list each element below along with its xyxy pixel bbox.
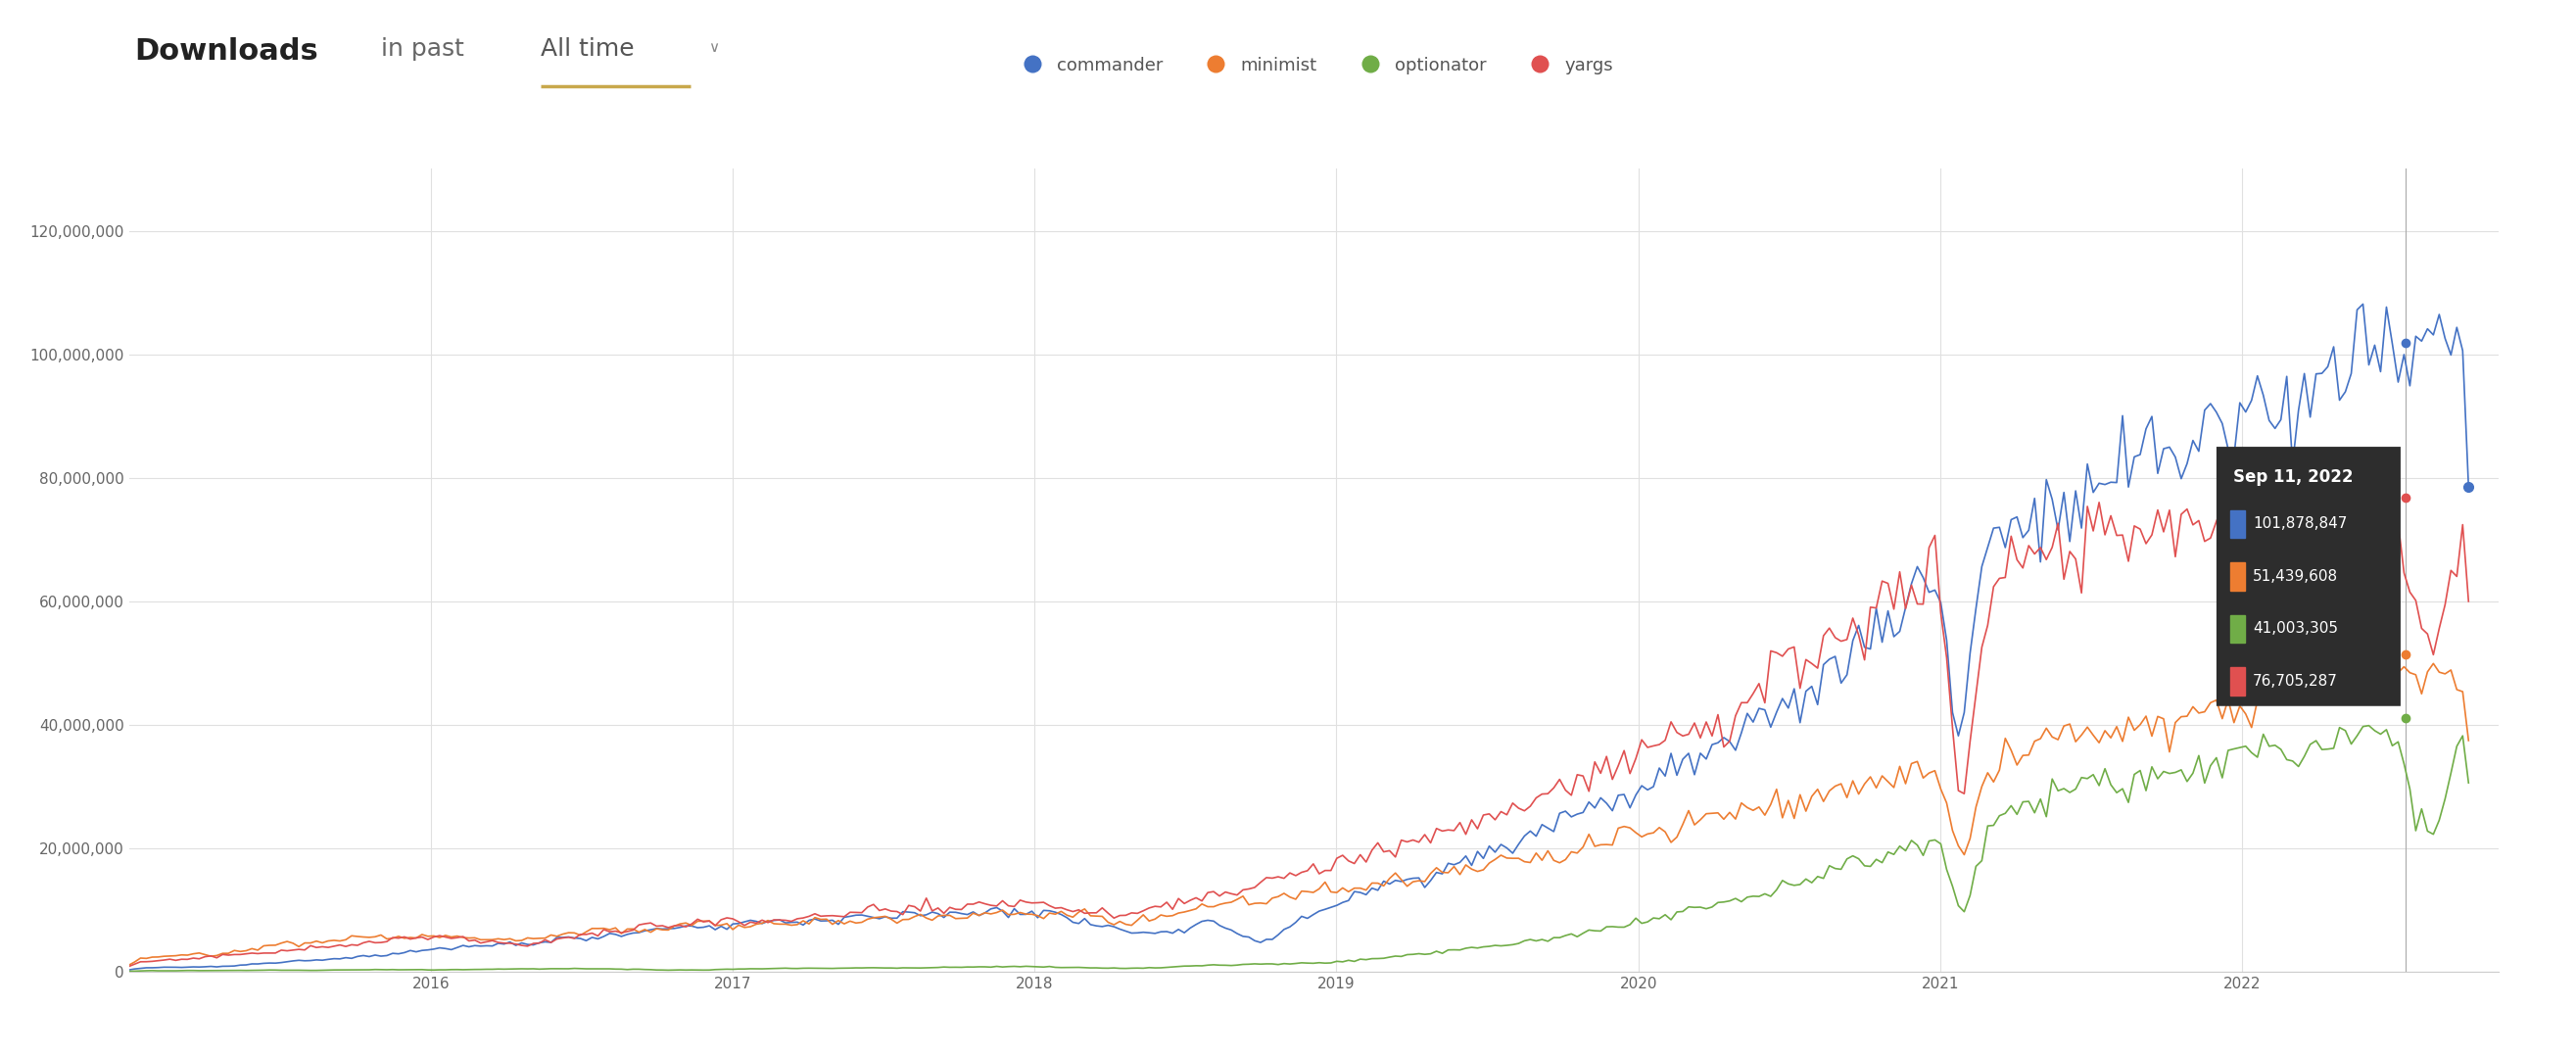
Text: 51,439,608: 51,439,608 [2251, 569, 2339, 584]
Legend: commander, minimist, optionator, yargs: commander, minimist, optionator, yargs [1007, 50, 1620, 81]
Text: Downloads: Downloads [134, 37, 317, 65]
Text: 101,878,847: 101,878,847 [2251, 516, 2347, 531]
Bar [2231, 615, 2246, 643]
Text: in past: in past [381, 37, 464, 60]
Bar [2231, 667, 2246, 695]
Text: All time: All time [541, 37, 634, 60]
Text: Sep 11, 2022: Sep 11, 2022 [2233, 469, 2352, 486]
Text: 76,705,287: 76,705,287 [2251, 674, 2339, 689]
Text: 41,003,305: 41,003,305 [2251, 622, 2339, 636]
Bar [2231, 563, 2246, 590]
FancyBboxPatch shape [2215, 447, 2401, 706]
Bar [2231, 510, 2246, 538]
Text: ∨: ∨ [708, 40, 719, 55]
